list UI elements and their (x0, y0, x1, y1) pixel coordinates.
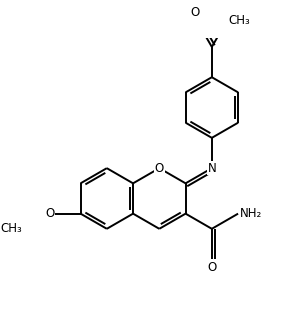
Text: CH₃: CH₃ (1, 222, 22, 235)
Text: O: O (46, 207, 55, 220)
Text: CH₃: CH₃ (229, 14, 250, 27)
Text: N: N (207, 162, 216, 175)
Text: O: O (207, 261, 216, 274)
Text: O: O (191, 6, 200, 19)
Text: NH₂: NH₂ (240, 207, 262, 220)
Text: O: O (155, 162, 164, 175)
